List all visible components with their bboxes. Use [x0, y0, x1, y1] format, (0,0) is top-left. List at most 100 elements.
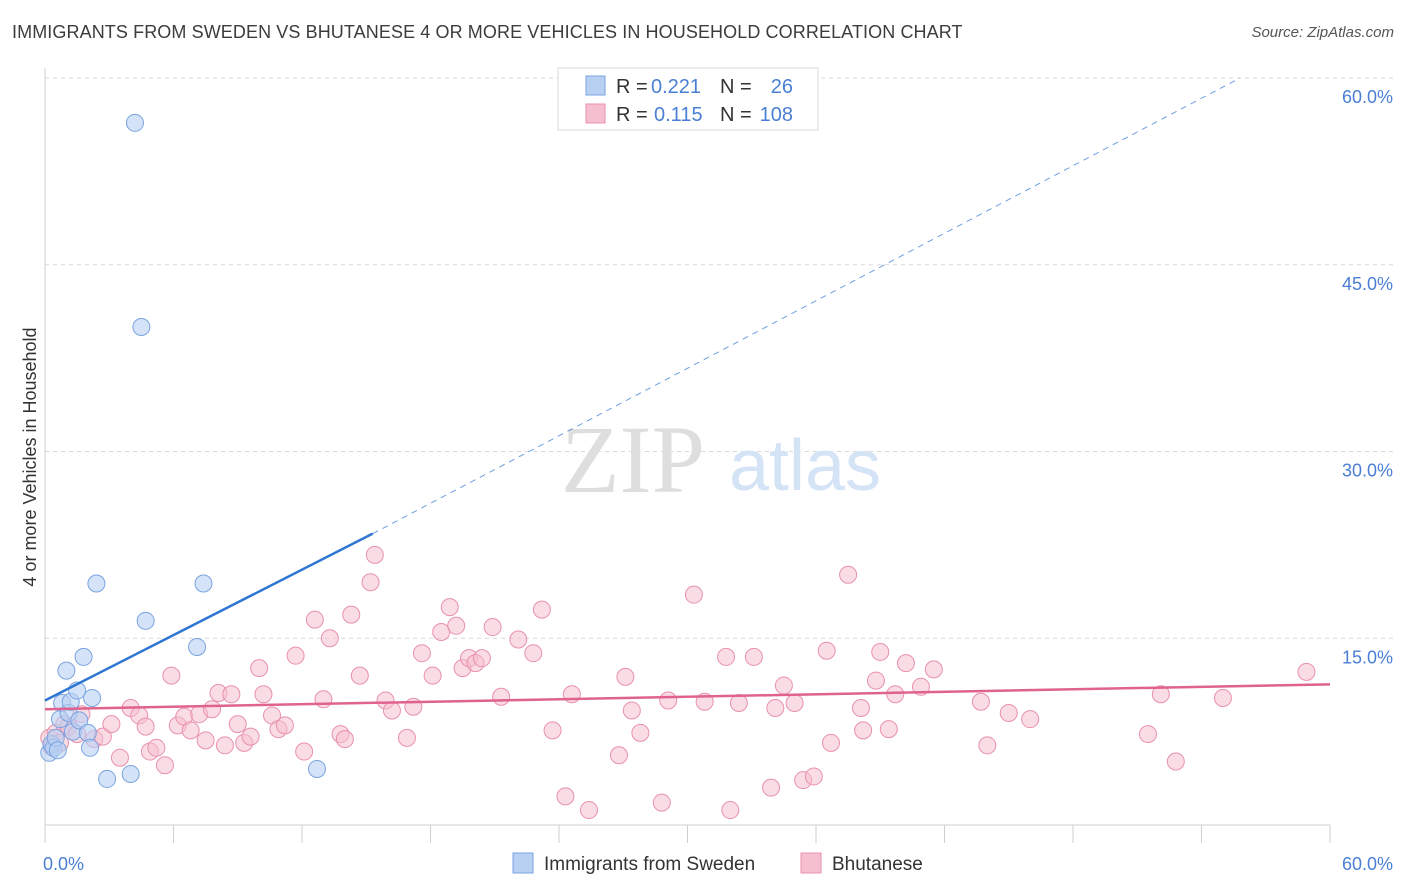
bhutanese-point	[659, 691, 678, 710]
bhutanese-point	[162, 666, 181, 685]
sweden-point	[83, 689, 102, 708]
bhutanese-point	[978, 736, 997, 755]
sweden-point	[194, 574, 213, 593]
legend-r-label-sweden: R =	[616, 76, 648, 98]
sweden-point	[188, 637, 207, 656]
legend-swatch-sweden	[585, 75, 606, 96]
bhutanese-point	[1138, 725, 1157, 744]
bhutanese-point	[361, 573, 380, 592]
bhutanese-point	[524, 644, 543, 663]
watermark-atlas: atlas	[729, 426, 881, 506]
bhutanese-point	[839, 565, 858, 584]
bhutanese-point	[1021, 710, 1040, 729]
bhutanese-point	[1297, 662, 1316, 681]
bhutanese-point	[305, 610, 324, 629]
bhutanese-point	[275, 716, 294, 735]
bhutanese-point	[744, 647, 763, 666]
bhutanese-point	[102, 715, 121, 734]
y-axis-label: 4 or more Vehicles in Household	[20, 327, 40, 586]
bhutanese-point	[652, 793, 671, 812]
y-tick-label: 60.0%	[1342, 87, 1393, 107]
bhutanese-point	[879, 720, 898, 739]
bhutanese-point	[509, 630, 528, 649]
bhutanese-point	[804, 767, 823, 786]
legend-n-label-bhutanese: N =	[720, 104, 752, 126]
bhutanese-point	[762, 778, 781, 797]
sweden-point	[48, 741, 67, 760]
bhutanese-point	[631, 723, 650, 742]
bottom-legend-label-sweden: Immigrants from Sweden	[544, 854, 755, 875]
bhutanese-point	[492, 687, 511, 706]
chart-source: Source: ZipAtlas.com	[1251, 24, 1394, 41]
bhutanese-trend-line	[44, 683, 1331, 711]
bhutanese-point	[241, 727, 260, 746]
bhutanese-point	[215, 736, 234, 755]
bhutanese-point	[203, 700, 222, 719]
bhutanese-point	[817, 641, 836, 660]
sweden-point	[136, 611, 155, 630]
bhutanese-point	[543, 721, 562, 740]
y-tick-label: 45.0%	[1342, 274, 1393, 294]
bhutanese-point	[110, 748, 129, 767]
bhutanese-point	[222, 685, 241, 704]
bhutanese-point	[579, 801, 598, 820]
bhutanese-point	[854, 721, 873, 740]
bhutanese-point	[350, 666, 369, 685]
axes	[44, 68, 1331, 843]
scatter-points	[40, 113, 1316, 820]
legend-r-label-bhutanese: R =	[616, 104, 648, 126]
bhutanese-point	[721, 801, 740, 820]
bhutanese-point	[774, 676, 793, 695]
sweden-point	[307, 759, 326, 778]
bhutanese-point	[382, 701, 401, 720]
grid-lines	[45, 77, 1393, 639]
bottom-legend-swatch-sweden	[512, 852, 534, 874]
bhutanese-point	[147, 738, 166, 757]
bhutanese-point	[821, 733, 840, 752]
bottom-legend-swatch-bhutanese	[800, 852, 822, 874]
bhutanese-point	[228, 715, 247, 734]
bhutanese-point	[556, 787, 575, 806]
bhutanese-point	[472, 649, 491, 668]
bottom-legend-label-bhutanese: Bhutanese	[832, 854, 923, 875]
sweden-point	[80, 738, 99, 757]
bhutanese-point	[999, 703, 1018, 722]
x-tick-label: 60.0%	[1342, 854, 1393, 874]
bhutanese-point	[136, 717, 155, 736]
bhutanese-point	[250, 659, 269, 678]
sweden-point	[74, 647, 93, 666]
bhutanese-point	[1213, 689, 1232, 708]
bhutanese-point	[483, 618, 502, 637]
chart-title: IMMIGRANTS FROM SWEDEN VS BHUTANESE 4 OR…	[12, 22, 963, 42]
bhutanese-point	[622, 701, 641, 720]
watermark-zip: ZIP	[561, 406, 705, 513]
bhutanese-point	[412, 644, 431, 663]
bhutanese-point	[440, 598, 459, 617]
bhutanese-point	[616, 667, 635, 686]
bhutanese-point	[971, 692, 990, 711]
sweden-point	[132, 318, 151, 336]
sweden-point	[121, 764, 140, 783]
bhutanese-point	[254, 685, 273, 704]
x-tick-label: 0.0%	[43, 854, 84, 874]
bhutanese-point	[320, 629, 339, 648]
bhutanese-point	[866, 671, 885, 690]
bhutanese-point	[295, 742, 314, 761]
trend-lines	[44, 77, 1331, 711]
legend-n-value-sweden: 26	[771, 76, 793, 98]
bhutanese-point	[924, 660, 943, 679]
bhutanese-point	[684, 585, 703, 604]
bhutanese-point	[447, 616, 466, 635]
bhutanese-point	[1151, 685, 1170, 704]
legend-swatch-bhutanese	[585, 103, 606, 124]
bhutanese-point	[181, 721, 200, 740]
bhutanese-point	[335, 730, 354, 749]
sweden-point	[87, 574, 106, 593]
bhutanese-point	[851, 698, 870, 717]
bhutanese-point	[1166, 752, 1185, 771]
bhutanese-point	[397, 728, 416, 747]
bhutanese-point	[342, 605, 361, 624]
sweden-point	[98, 769, 117, 788]
legend-r-value-bhutanese: 0.115	[654, 104, 703, 126]
